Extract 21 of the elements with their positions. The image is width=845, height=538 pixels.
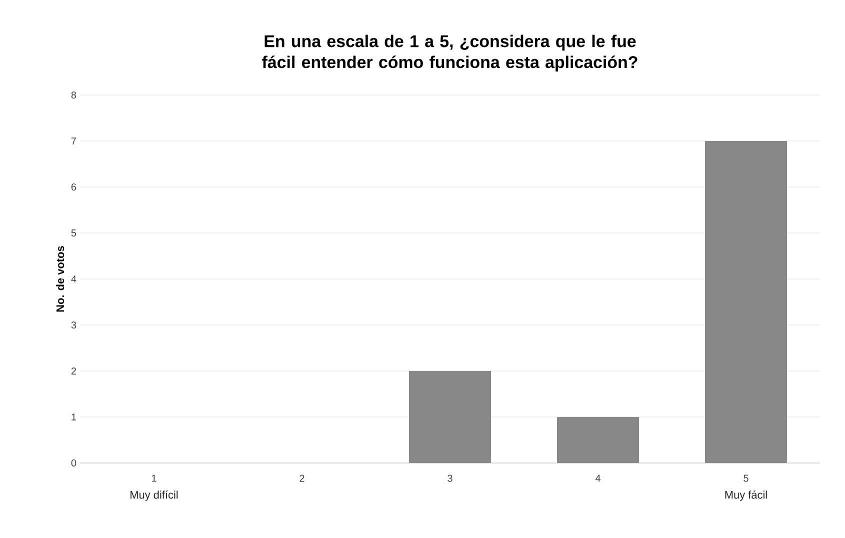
text: Muy difícil: [130, 490, 178, 501]
x-tick-label: 2: [300, 474, 304, 482]
chart-title: En una escala de 1 a 5, ¿considera que le fue fácil entender cómo funciona esta aplicación?: [262, 34, 638, 72]
x-tick-label: 4: [595, 474, 600, 482]
x-tick-label: 1: [152, 474, 156, 482]
y-tick-label: 7: [71, 138, 76, 144]
y-tick-label: 2: [71, 368, 76, 374]
bar: [557, 417, 640, 463]
y-tick-label: 8: [71, 91, 76, 99]
y-tick-label: 6: [71, 183, 76, 191]
x-tick-label: 5: [744, 474, 748, 482]
y-axis-title: No. de votos: [56, 246, 64, 312]
x-tick-label: 3: [448, 474, 452, 482]
y-tick-label: 0: [71, 459, 76, 467]
y-tick-label: 5: [71, 230, 76, 236]
y-tick-label: 3: [71, 321, 76, 329]
text: Muy fácil: [725, 490, 767, 501]
bar: [409, 371, 492, 463]
bar: [705, 141, 788, 463]
y-tick-label: 4: [71, 276, 76, 282]
y-tick-label: 1: [72, 414, 76, 420]
